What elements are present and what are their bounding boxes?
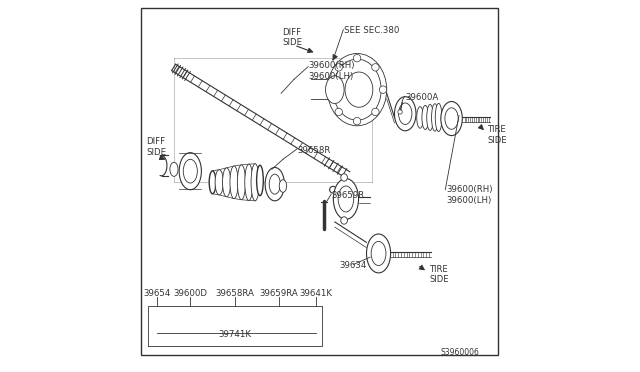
Text: TIRE
SIDE: TIRE SIDE bbox=[488, 125, 507, 145]
Text: 39600D: 39600D bbox=[173, 289, 207, 298]
Circle shape bbox=[335, 64, 342, 71]
Text: 39659R: 39659R bbox=[331, 191, 364, 200]
Ellipse shape bbox=[333, 59, 381, 120]
Ellipse shape bbox=[445, 108, 458, 129]
Ellipse shape bbox=[326, 76, 344, 103]
Ellipse shape bbox=[333, 179, 358, 219]
Ellipse shape bbox=[340, 174, 348, 181]
Text: 39658R: 39658R bbox=[298, 146, 331, 155]
Ellipse shape bbox=[422, 105, 429, 129]
Text: S3960006: S3960006 bbox=[440, 347, 479, 356]
Text: 39659RA: 39659RA bbox=[260, 289, 299, 298]
Text: SEE SEC.380: SEE SEC.380 bbox=[344, 26, 399, 35]
Ellipse shape bbox=[399, 103, 412, 125]
Ellipse shape bbox=[345, 72, 373, 107]
Ellipse shape bbox=[223, 168, 230, 197]
Text: 39641K: 39641K bbox=[300, 289, 333, 298]
Text: 39634: 39634 bbox=[340, 261, 367, 270]
Text: 39600(LH): 39600(LH) bbox=[309, 72, 354, 81]
Ellipse shape bbox=[435, 103, 442, 132]
Text: 39600(LH): 39600(LH) bbox=[446, 196, 492, 205]
Ellipse shape bbox=[257, 165, 263, 196]
Circle shape bbox=[353, 54, 361, 62]
Text: TIRE
SIDE: TIRE SIDE bbox=[429, 264, 449, 284]
Circle shape bbox=[372, 64, 379, 71]
Ellipse shape bbox=[244, 164, 253, 201]
Ellipse shape bbox=[183, 159, 197, 183]
Ellipse shape bbox=[269, 174, 280, 194]
Ellipse shape bbox=[338, 186, 354, 212]
Ellipse shape bbox=[340, 217, 348, 224]
Ellipse shape bbox=[265, 167, 284, 201]
Ellipse shape bbox=[367, 234, 390, 273]
Circle shape bbox=[353, 118, 361, 125]
Ellipse shape bbox=[179, 153, 202, 190]
Ellipse shape bbox=[215, 170, 223, 195]
Circle shape bbox=[372, 108, 379, 116]
Text: 39600(RH): 39600(RH) bbox=[309, 61, 355, 70]
Circle shape bbox=[335, 108, 342, 116]
Text: DIFF
SIDE: DIFF SIDE bbox=[147, 137, 166, 157]
Text: 39654: 39654 bbox=[143, 289, 171, 298]
Text: 39600(RH): 39600(RH) bbox=[446, 185, 493, 194]
Text: 39600A: 39600A bbox=[405, 93, 438, 102]
Ellipse shape bbox=[394, 97, 416, 131]
Text: DIFF
SIDE: DIFF SIDE bbox=[282, 28, 302, 48]
Text: 39658RA: 39658RA bbox=[215, 289, 254, 298]
Ellipse shape bbox=[328, 54, 387, 126]
Ellipse shape bbox=[251, 164, 259, 201]
Ellipse shape bbox=[170, 162, 178, 176]
Circle shape bbox=[398, 110, 403, 114]
Circle shape bbox=[380, 86, 387, 93]
Circle shape bbox=[328, 86, 335, 93]
Ellipse shape bbox=[431, 104, 438, 131]
Ellipse shape bbox=[441, 102, 462, 136]
Ellipse shape bbox=[417, 107, 424, 128]
Ellipse shape bbox=[371, 241, 386, 266]
Ellipse shape bbox=[279, 180, 287, 192]
Ellipse shape bbox=[209, 171, 216, 194]
Ellipse shape bbox=[230, 166, 238, 199]
Text: 39741K: 39741K bbox=[218, 330, 252, 339]
Ellipse shape bbox=[237, 165, 246, 200]
Ellipse shape bbox=[427, 105, 433, 131]
